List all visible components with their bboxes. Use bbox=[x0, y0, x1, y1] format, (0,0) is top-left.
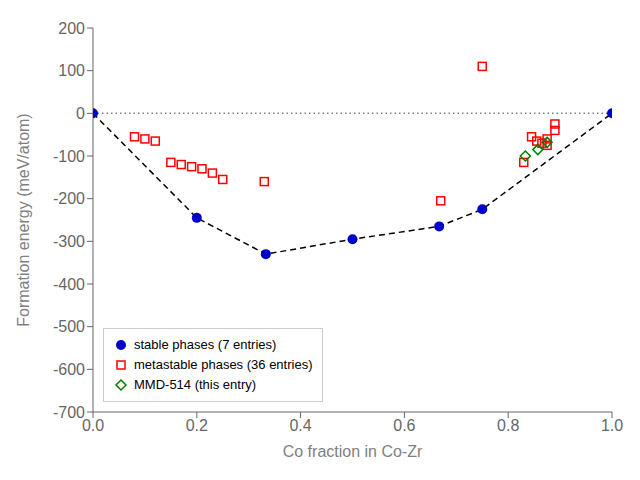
svg-text:-400: -400 bbox=[53, 276, 85, 293]
svg-text:0.8: 0.8 bbox=[497, 417, 519, 434]
svg-text:0: 0 bbox=[76, 105, 85, 122]
svg-text:-500: -500 bbox=[53, 318, 85, 335]
svg-text:Formation energy (meV/atom): Formation energy (meV/atom) bbox=[15, 113, 32, 326]
svg-text:100: 100 bbox=[58, 62, 85, 79]
svg-text:Co fraction in Co-Zr: Co fraction in Co-Zr bbox=[283, 443, 423, 460]
svg-text:0.0: 0.0 bbox=[82, 417, 104, 434]
svg-text:-300: -300 bbox=[53, 233, 85, 250]
svg-text:-700: -700 bbox=[53, 404, 85, 421]
svg-text:-200: -200 bbox=[53, 190, 85, 207]
svg-text:-600: -600 bbox=[53, 361, 85, 378]
svg-text:0.6: 0.6 bbox=[393, 417, 415, 434]
svg-text:0.2: 0.2 bbox=[186, 417, 208, 434]
svg-text:200: 200 bbox=[58, 20, 85, 37]
svg-text:-100: -100 bbox=[53, 148, 85, 165]
html-text:MMD-514 (this entry): MMD-514 (this entry) bbox=[134, 377, 257, 392]
html-text:stable phases (7 entries): stable phases (7 entries) bbox=[134, 337, 277, 352]
svg-text:0.4: 0.4 bbox=[289, 417, 311, 434]
svg-text:1.0: 1.0 bbox=[601, 417, 623, 434]
html-text:metastable phases (36 entries): metastable phases (36 entries) bbox=[134, 357, 313, 372]
